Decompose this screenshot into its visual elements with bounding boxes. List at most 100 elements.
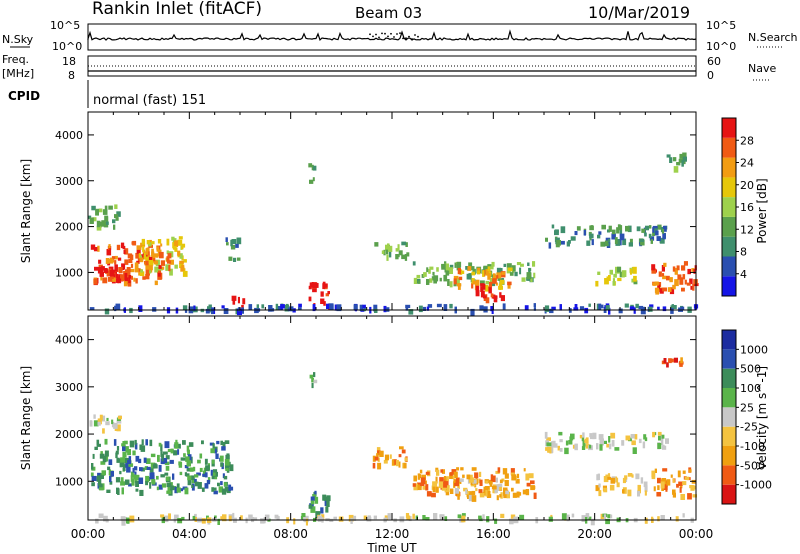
- heatmap-cell: [104, 450, 109, 457]
- heatmap-cell: [384, 454, 389, 461]
- heatmap-cell: [679, 153, 684, 159]
- colorbar-frame: [721, 329, 737, 505]
- heatmap-cell: [134, 262, 139, 269]
- heatmap-cell: [124, 248, 129, 255]
- heatmap-cell: [571, 513, 575, 518]
- heatmap-cell: [615, 239, 621, 246]
- heatmap-cell: [156, 475, 159, 480]
- heatmap-cell: [114, 265, 118, 272]
- heatmap-cell: [672, 284, 676, 290]
- heatmap-cell: [135, 455, 140, 462]
- heatmap-cell: [691, 268, 695, 272]
- heatmap-cell: [509, 518, 514, 525]
- heatmap-cell: [533, 272, 536, 279]
- heatmap-cell: [500, 279, 505, 285]
- heatmap-cell: [530, 480, 535, 485]
- heatmap-cell: [192, 466, 196, 472]
- heatmap-cell: [201, 440, 204, 445]
- heatmap-cell: [608, 307, 611, 315]
- heatmap-cell: [506, 263, 512, 268]
- heatmap-cell: [317, 515, 322, 522]
- heatmap-cell: [444, 476, 447, 481]
- heatmap-cell: [115, 452, 118, 459]
- heatmap-cell: [224, 440, 230, 444]
- heatmap-cell: [446, 476, 449, 482]
- heatmap-cell: [633, 280, 638, 285]
- heatmap-cell: [276, 306, 281, 311]
- heatmap-cell: [187, 479, 192, 486]
- heatmap-cell: [107, 277, 113, 282]
- heatmap-cell: [96, 476, 100, 482]
- heatmap-cell: [532, 261, 536, 267]
- heatmap-cell: [559, 439, 563, 443]
- heatmap-cell: [644, 490, 647, 496]
- heatmap-cell: [651, 268, 657, 274]
- heatmap-cell: [677, 274, 682, 280]
- heatmap-cell: [128, 275, 131, 279]
- heatmap-cell: [582, 440, 586, 447]
- heatmap-cell: [373, 515, 377, 520]
- heatmap-cell: [124, 516, 127, 522]
- heatmap-cell: [205, 308, 210, 314]
- heatmap-cell: [186, 460, 191, 467]
- heatmap-cell: [456, 261, 462, 268]
- heatmap-cell: [116, 457, 120, 463]
- heatmap-cell: [522, 489, 527, 495]
- heatmap-cell: [114, 255, 118, 260]
- colorbar-tick-label: 16: [740, 201, 754, 214]
- heatmap-cell: [166, 238, 170, 246]
- heatmap-cell: [96, 443, 101, 447]
- heatmap-cell: [692, 494, 697, 498]
- heatmap-cell: [172, 242, 175, 249]
- heatmap-cell: [160, 260, 165, 266]
- heatmap-cell: [100, 461, 106, 465]
- heatmap-cell: [496, 272, 502, 279]
- heatmap-cell: [625, 225, 630, 232]
- cpid-text: normal (fast) 151: [93, 93, 206, 108]
- heatmap-cell: [679, 485, 683, 489]
- heatmap-cell: [264, 514, 270, 520]
- heatmap-cell: [168, 265, 171, 272]
- heatmap-cell: [228, 484, 232, 491]
- heatmap-cell: [559, 304, 562, 311]
- heatmap-cell: [202, 473, 206, 477]
- heatmap-cell: [509, 272, 514, 276]
- heatmap-cell: [114, 214, 118, 219]
- heatmap-cell: [308, 285, 312, 290]
- heatmap-cell: [408, 309, 414, 315]
- heatmap-cell: [682, 156, 687, 162]
- heatmap-cell: [316, 283, 319, 288]
- heatmap-cell: [96, 220, 101, 228]
- heatmap-cell: [206, 479, 211, 485]
- heatmap-cell: [194, 474, 199, 478]
- heatmap-cell: [252, 517, 258, 521]
- heatmap-cell: [313, 372, 316, 378]
- heatmap-cell: [497, 484, 502, 490]
- heatmap-cell: [174, 442, 179, 449]
- heatmap-cell: [121, 518, 126, 526]
- heatmap-cell: [630, 434, 635, 439]
- heatmap-cell: [480, 286, 484, 292]
- heatmap-cell: [256, 304, 259, 309]
- heatmap-cell: [436, 303, 442, 308]
- heatmap-cell: [128, 258, 133, 263]
- heatmap-cell: [488, 494, 492, 498]
- heatmap-cell: [441, 486, 447, 491]
- heatmap-cell: [502, 468, 508, 475]
- heatmap-cell: [582, 432, 585, 439]
- heatmap-cell: [641, 228, 646, 233]
- heatmap-cell: [459, 270, 465, 274]
- heatmap-cell: [161, 483, 167, 488]
- heatmap-cell: [500, 295, 505, 302]
- nave-tick-bottom: 0: [707, 69, 714, 82]
- heatmap-cell: [523, 468, 526, 472]
- y-tick-label: 1000: [55, 475, 83, 488]
- heatmap-cell: [635, 303, 639, 309]
- heatmap-cell: [478, 471, 482, 477]
- heatmap-cell: [401, 254, 406, 260]
- heatmap-cell: [459, 478, 464, 482]
- heatmap-cell: [471, 271, 475, 276]
- heatmap-cell: [350, 517, 353, 524]
- x-tick-labels: 00:00 04:00 08:00 12:00 16:00 20:00 00:00: [71, 527, 714, 541]
- heatmap-cell: [209, 442, 214, 446]
